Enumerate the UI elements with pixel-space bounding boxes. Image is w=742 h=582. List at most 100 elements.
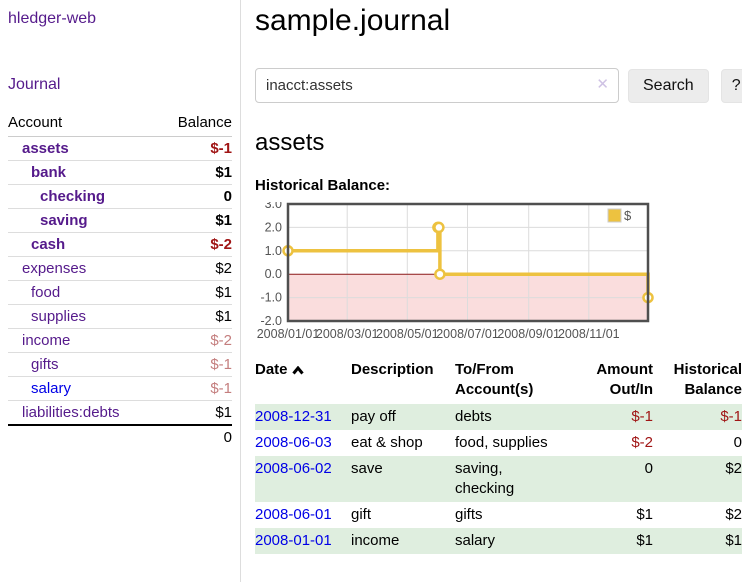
transaction-date-link[interactable]: 2008-06-01: [255, 506, 332, 523]
main-content: sample.journal ✕ Search ? assets Histori…: [241, 0, 742, 582]
date-column-header[interactable]: Date: [255, 358, 351, 404]
svg-text:0.0: 0.0: [265, 267, 282, 281]
help-button[interactable]: ?: [720, 68, 742, 103]
balance-cell: $2: [725, 460, 742, 477]
description-cell: save: [351, 460, 383, 477]
account-row-supplies: supplies $1: [8, 305, 232, 329]
description-cell: gift: [351, 506, 372, 523]
transaction-date-link[interactable]: 2008-06-03: [255, 434, 332, 451]
chart-svg: 3.0 2.0 1.0 0.0 -1.0 -2.02008/01/012008/03/01…: [257, 197, 654, 341]
register-header-row: Date Description To/From Account(s) Amou…: [255, 358, 742, 404]
balance-column-header-register: Historical Balance: [673, 361, 742, 398]
account-balance: $2: [215, 260, 232, 277]
accounts-cell: debts: [455, 408, 492, 425]
register-table: Date Description To/From Account(s) Amou…: [255, 358, 742, 554]
register-row[interactable]: 2008-06-03 eat & shop food, supplies $-2 0: [255, 430, 742, 456]
accounts-cell: food, supplies: [455, 434, 548, 451]
account-link[interactable]: gifts: [31, 356, 59, 373]
accounts-table-header: Account Balance: [8, 110, 232, 137]
search-button[interactable]: Search: [628, 68, 709, 103]
amount-cell: $-1: [631, 408, 653, 425]
sidebar-item-journal[interactable]: Journal: [8, 76, 61, 93]
search-box: ✕: [255, 68, 619, 103]
account-link[interactable]: expenses: [22, 260, 87, 277]
account-link[interactable]: checking: [40, 188, 106, 205]
balance-cell: $-1: [720, 408, 742, 425]
svg-text:2008/03/01: 2008/03/01: [316, 327, 379, 341]
amount-cell: $1: [636, 506, 653, 523]
balance-cell: $2: [725, 506, 742, 523]
svg-text:2008/05/01: 2008/05/01: [376, 327, 439, 341]
register-row[interactable]: 2008-01-01 income salary $1 $1: [255, 528, 742, 554]
account-link[interactable]: income: [22, 332, 71, 349]
account-row-bank: bank $1: [8, 161, 232, 185]
description-cell: pay off: [351, 408, 396, 425]
description-column-header: Description: [351, 361, 434, 378]
account-link[interactable]: food: [31, 284, 61, 301]
date-cell: 2008-06-02: [255, 456, 351, 502]
account-balance: $1: [215, 308, 232, 325]
balance-column-header: Balance: [177, 114, 232, 131]
svg-text:2008/11/01: 2008/11/01: [558, 327, 620, 341]
register-row[interactable]: 2008-12-31 pay off debts $-1 $-1: [255, 404, 742, 430]
chart-section-label: Historical Balance:: [255, 177, 391, 194]
account-row-liabilities-debts: liabilities:debts $1: [8, 401, 232, 424]
accounts-column-header: To/From Account(s): [455, 361, 534, 398]
account-balance: $-2: [210, 236, 232, 253]
account-row-saving: saving $1: [8, 209, 232, 233]
account-balance: $-1: [210, 380, 232, 397]
historical-balance-chart[interactable]: 3.0 2.0 1.0 0.0 -1.0 -2.0 2008/01/01 2008/03/01…: [255, 197, 742, 344]
clear-search-icon[interactable]: ✕: [596, 76, 609, 93]
register-body: 2008-12-31 pay off debts $-1 $-1 2008-06-03 ea…: [255, 404, 742, 554]
svg-text:2008/09/01: 2008/09/01: [497, 327, 560, 341]
account-link[interactable]: salary: [31, 380, 72, 397]
accounts-total-value: 0: [223, 429, 232, 446]
accounts-cell: salary: [455, 532, 496, 549]
app-title-link[interactable]: hledger-web: [8, 10, 97, 27]
account-row-gifts: gifts $-1: [8, 353, 232, 377]
sort-ascending-icon: [291, 365, 304, 375]
search-form: ✕ Search ?: [255, 68, 742, 103]
legend-swatch: [607, 208, 622, 223]
transaction-date-link[interactable]: 2008-12-31: [255, 408, 332, 425]
account-row-expenses: expenses $2: [8, 257, 232, 281]
transaction-date-link[interactable]: 2008-01-01: [255, 532, 332, 549]
account-balance: $1: [215, 404, 232, 421]
svg-text:2008/07/01: 2008/07/01: [436, 327, 499, 341]
legend-label: $: [624, 208, 632, 223]
search-input[interactable]: [255, 68, 619, 103]
amount-column-header: Amount Out/In: [596, 361, 653, 398]
account-link[interactable]: liabilities:debts: [22, 404, 120, 421]
amount-cell: $-2: [631, 434, 653, 451]
date-cell: 2008-06-01: [255, 502, 351, 528]
account-link[interactable]: supplies: [31, 308, 87, 325]
account-heading: assets: [255, 129, 325, 156]
account-row-food: food $1: [8, 281, 232, 305]
account-row-income: income $-2: [8, 329, 232, 353]
svg-text:-2.0: -2.0: [260, 314, 282, 328]
amount-cell: $1: [636, 532, 653, 549]
accounts-total-row: 0: [8, 424, 232, 449]
description-cell: income: [351, 532, 400, 549]
balance-cell: 0: [733, 434, 742, 451]
account-link[interactable]: cash: [31, 236, 66, 253]
account-balance: $-1: [210, 356, 232, 373]
svg-text:2.0: 2.0: [265, 220, 282, 234]
balance-cell: $1: [725, 532, 742, 549]
svg-text:3.0: 3.0: [265, 202, 282, 211]
account-balance: $1: [215, 284, 232, 301]
account-link[interactable]: assets: [22, 140, 69, 157]
account-link[interactable]: bank: [31, 164, 67, 181]
page-title: sample.journal: [255, 4, 451, 37]
account-row-cash: cash $-2: [8, 233, 232, 257]
accounts-cell: saving, checking: [455, 460, 515, 497]
sidebar: hledger-web Journal Account Balance asse…: [0, 0, 241, 582]
accounts-table: Account Balance assets $-1 bank $1 checking 0…: [8, 110, 232, 449]
account-link[interactable]: saving: [40, 212, 88, 229]
register-row[interactable]: 2008-06-01 gift gifts $1 $2: [255, 502, 742, 528]
account-balance: $1: [215, 164, 232, 181]
account-balance: $-2: [210, 332, 232, 349]
register-row[interactable]: 2008-06-02 save saving, checking 0 $2: [255, 456, 742, 502]
account-row-assets: assets $-1: [8, 137, 232, 161]
transaction-date-link[interactable]: 2008-06-02: [255, 460, 332, 477]
